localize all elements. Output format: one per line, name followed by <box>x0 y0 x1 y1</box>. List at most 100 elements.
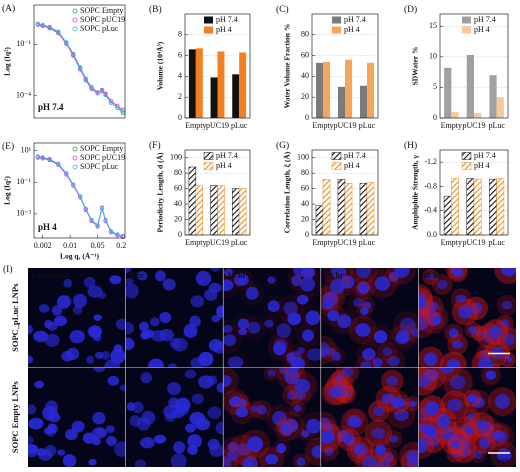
series-line <box>37 156 123 237</box>
bar <box>232 74 240 118</box>
bar <box>322 179 331 236</box>
data-point <box>47 24 52 30</box>
data-point <box>64 40 69 45</box>
nucleus <box>223 374 232 387</box>
nucleus <box>494 394 510 409</box>
nucleus <box>247 436 263 453</box>
bar <box>231 188 240 236</box>
nucleus <box>446 359 461 368</box>
legend-swatch <box>332 26 341 34</box>
bar <box>217 185 225 236</box>
legend-marker <box>72 164 78 170</box>
nucleus <box>93 314 102 321</box>
legend-swatch <box>203 162 214 170</box>
nucleus <box>28 444 38 455</box>
bar <box>359 182 368 236</box>
nucleus <box>34 380 45 389</box>
nucleus <box>36 448 47 457</box>
data-point <box>47 156 52 162</box>
y-tick-label: 20 <box>174 214 182 223</box>
data-point <box>99 205 105 211</box>
nucleus <box>215 421 224 435</box>
nucleus <box>33 330 49 343</box>
data-point <box>89 84 94 90</box>
x-axis-label: Log q, (Å⁻¹) <box>60 252 99 261</box>
x-tick-label: pLuc <box>231 121 248 130</box>
cells <box>28 367 126 467</box>
x-tick-label: Empty <box>312 238 333 247</box>
y-tick-label: 20 <box>301 214 309 223</box>
nucleus <box>322 299 334 310</box>
y-tick-label: 40 <box>174 199 182 208</box>
cytoplasm <box>283 367 305 378</box>
nucleus <box>92 411 106 425</box>
nucleus <box>167 382 182 396</box>
y-tick-label: 80 <box>301 168 309 177</box>
data-point <box>95 223 100 228</box>
y-tick-label: 60 <box>301 50 309 59</box>
nucleus <box>302 329 315 342</box>
plot-frame <box>439 13 509 119</box>
data-point <box>78 65 83 70</box>
cytoplasm <box>432 367 461 382</box>
nucleus <box>389 435 399 443</box>
panel-label: (F) <box>149 140 161 151</box>
nucleus <box>295 390 307 400</box>
nucleus <box>141 410 156 425</box>
nucleus <box>131 401 144 414</box>
nucleus <box>226 450 239 462</box>
nucleus <box>360 306 369 316</box>
bar <box>238 188 247 236</box>
column-label: 0 hr <box>130 270 145 280</box>
data-point <box>71 51 76 56</box>
nucleus <box>235 407 249 418</box>
nucleus <box>238 274 249 286</box>
nucleus <box>235 443 252 456</box>
nucleus <box>28 324 34 335</box>
nucleus <box>432 316 441 326</box>
nucleus <box>360 360 372 368</box>
nucleus <box>209 443 224 457</box>
nucleus <box>501 268 516 277</box>
y-tick-label: 80 <box>174 168 182 177</box>
legend-swatch <box>331 152 342 160</box>
plot-frame <box>33 142 126 239</box>
nucleus <box>284 369 300 385</box>
x-tick-label: 0.05 <box>91 241 105 250</box>
nucleus <box>223 324 233 334</box>
legend-label: SOPC pUC19 <box>80 15 125 24</box>
nucleus <box>458 305 473 319</box>
y-tick-label: 10⁻¹ <box>16 39 31 48</box>
nucleus <box>334 374 345 383</box>
nucleus <box>45 426 57 437</box>
nucleus <box>391 397 405 408</box>
x-tick-label: pLuc <box>359 238 376 247</box>
nucleus <box>492 430 508 443</box>
legend-label: pH 4 <box>216 25 232 34</box>
nucleus <box>232 395 241 404</box>
data-point <box>108 100 114 105</box>
nucleus <box>406 450 419 464</box>
nucleus <box>479 437 491 449</box>
bar <box>474 113 482 118</box>
nucleus <box>375 460 391 467</box>
scale-label: 50um <box>489 455 509 465</box>
y-axis-label: Correlation Length, ξ (Å) <box>283 151 292 233</box>
nucleus <box>140 330 151 340</box>
nucleus <box>358 285 368 293</box>
nucleus <box>283 301 298 316</box>
y-tick-label: 0 <box>178 230 182 239</box>
nucleus <box>138 321 149 332</box>
x-tick-label: pLuc <box>488 121 505 130</box>
panel-label: (B) <box>149 4 162 15</box>
nucleus <box>42 405 58 421</box>
x-tick-label: Empty <box>185 121 206 130</box>
y-tick-label: 40 <box>301 199 309 208</box>
nucleus <box>500 319 510 329</box>
data-point <box>56 161 61 166</box>
nucleus <box>452 340 464 349</box>
legend-label: pH 4 <box>216 161 232 170</box>
nucleus <box>418 375 431 388</box>
y-tick-label: 2 <box>178 92 182 101</box>
legend-swatch <box>462 26 471 34</box>
